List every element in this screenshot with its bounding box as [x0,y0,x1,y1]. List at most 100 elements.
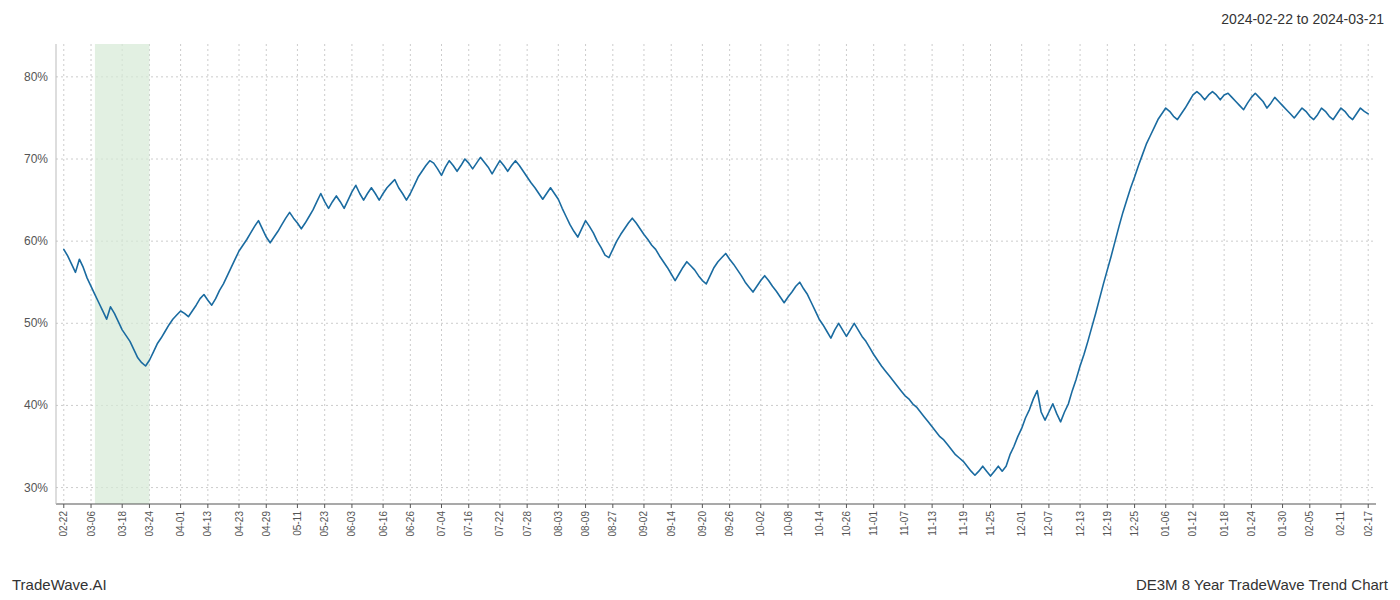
y-grid-line [56,76,1376,77]
x-grid-line [1080,44,1081,504]
x-tick-label: 08-27 [607,511,618,537]
x-grid-line [1021,44,1022,504]
y-tick-label: 70% [24,152,48,166]
x-grid-line [873,44,874,504]
x-tick-label: 02-11 [1335,511,1346,536]
x-tick-label: 07-04 [436,511,447,537]
x-grid-line [239,44,240,504]
x-tick-label: 08-03 [553,511,564,537]
y-tick-label: 50% [24,316,48,330]
x-grid-line [729,44,730,504]
x-tick-label: 07-22 [494,511,505,537]
x-tick-label: 11-07 [899,511,910,536]
x-grid-line [499,44,500,504]
x-tick-label: 04-29 [261,511,272,537]
x-tick-label: 12-01 [1016,511,1027,537]
x-grid-line [468,44,469,504]
x-grid-line [904,44,905,504]
x-axis-line [56,503,1376,504]
x-tick-label: 09-20 [697,511,708,537]
highlight-band [95,44,150,504]
y-tick-label: 40% [24,398,48,412]
footer-left: TradeWave.AI [12,576,107,593]
y-grid-line [56,487,1376,488]
x-grid-line [612,44,613,504]
x-grid-line [1251,44,1252,504]
x-grid-line [180,44,181,504]
footer-right: DE3M 8 Year TradeWave Trend Chart [1136,576,1389,593]
x-tick-label: 10-02 [755,511,766,537]
x-grid-line [846,44,847,504]
title: 2024-02-22 to 2024-03-21 [1221,11,1384,27]
x-tick-label: 01-24 [1246,511,1257,537]
x-tick-label: 03-18 [117,511,128,537]
x-tick-label: 11-13 [927,511,938,536]
x-grid-line [410,44,411,504]
x-tick-label: 04-23 [234,511,245,537]
x-grid-line [1309,44,1310,504]
x-tick-label: 09-26 [724,511,735,537]
x-grid-line [585,44,586,504]
x-grid-line [1282,44,1283,504]
x-tick-label: 09-14 [666,511,677,537]
x-grid-line [351,44,352,504]
x-tick-label: 06-16 [378,511,389,537]
y-tick-label: 60% [24,234,48,248]
y-grid-line [56,159,1376,160]
x-tick-label: 05-11 [292,511,303,536]
x-tick-label: 01-18 [1219,511,1230,537]
x-grid-line [990,44,991,504]
x-grid-line [1048,44,1049,504]
x-grid-line [1134,44,1135,504]
y-axis-line [56,44,57,504]
x-grid-line [932,44,933,504]
x-tick-label: 01-30 [1277,511,1288,537]
x-grid-line [383,44,384,504]
x-grid-line [702,44,703,504]
x-grid-line [963,44,964,504]
x-tick-label: 03-06 [86,511,97,537]
x-tick-label: 02-17 [1363,511,1374,537]
x-tick-label: 12-19 [1102,511,1113,537]
x-tick-label: 12-25 [1129,511,1140,537]
x-grid-line [297,44,298,504]
x-tick-label: 06-26 [405,511,416,537]
x-tick-label: 11-19 [958,511,969,536]
x-tick-label: 12-07 [1043,511,1054,537]
x-grid-line [324,44,325,504]
grid [56,44,1376,504]
x-tick-label: 08-09 [580,511,591,537]
x-grid-line [266,44,267,504]
x-grid-line [788,44,789,504]
x-grid-line [819,44,820,504]
x-grid-line [643,44,644,504]
x-grid-line [1165,44,1166,504]
x-grid-line [1192,44,1193,504]
x-tick-label: 10-14 [814,511,825,537]
chart: 30%40%50%60%70%80%02-2203-0603-1803-2404… [0,0,1400,600]
x-tick-label: 05-23 [319,511,330,537]
x-grid-line [63,44,64,504]
x-tick-label: 07-28 [522,511,533,537]
x-grid-line [207,44,208,504]
x-tick-label: 01-12 [1187,511,1198,537]
trend-line [64,92,1368,476]
y-tick-label: 30% [24,481,48,495]
x-grid-line [441,44,442,504]
x-tick-label: 10-26 [841,511,852,537]
x-tick-label: 01-06 [1160,511,1171,537]
x-grid-line [558,44,559,504]
x-tick-label: 10-08 [783,511,794,537]
y-grid-line [56,405,1376,406]
x-tick-label: 03-24 [144,511,155,537]
x-grid-line [1224,44,1225,504]
x-tick-label: 09-02 [638,511,649,537]
axes [56,44,1376,508]
x-tick-label: 04-01 [175,511,186,537]
y-grid-line [56,323,1376,324]
x-tick-label: 06-03 [346,511,357,537]
x-grid-line [91,44,92,504]
marks [64,44,1368,504]
y-tick-label: 80% [24,70,48,84]
x-tick-label: 11-25 [985,511,996,536]
